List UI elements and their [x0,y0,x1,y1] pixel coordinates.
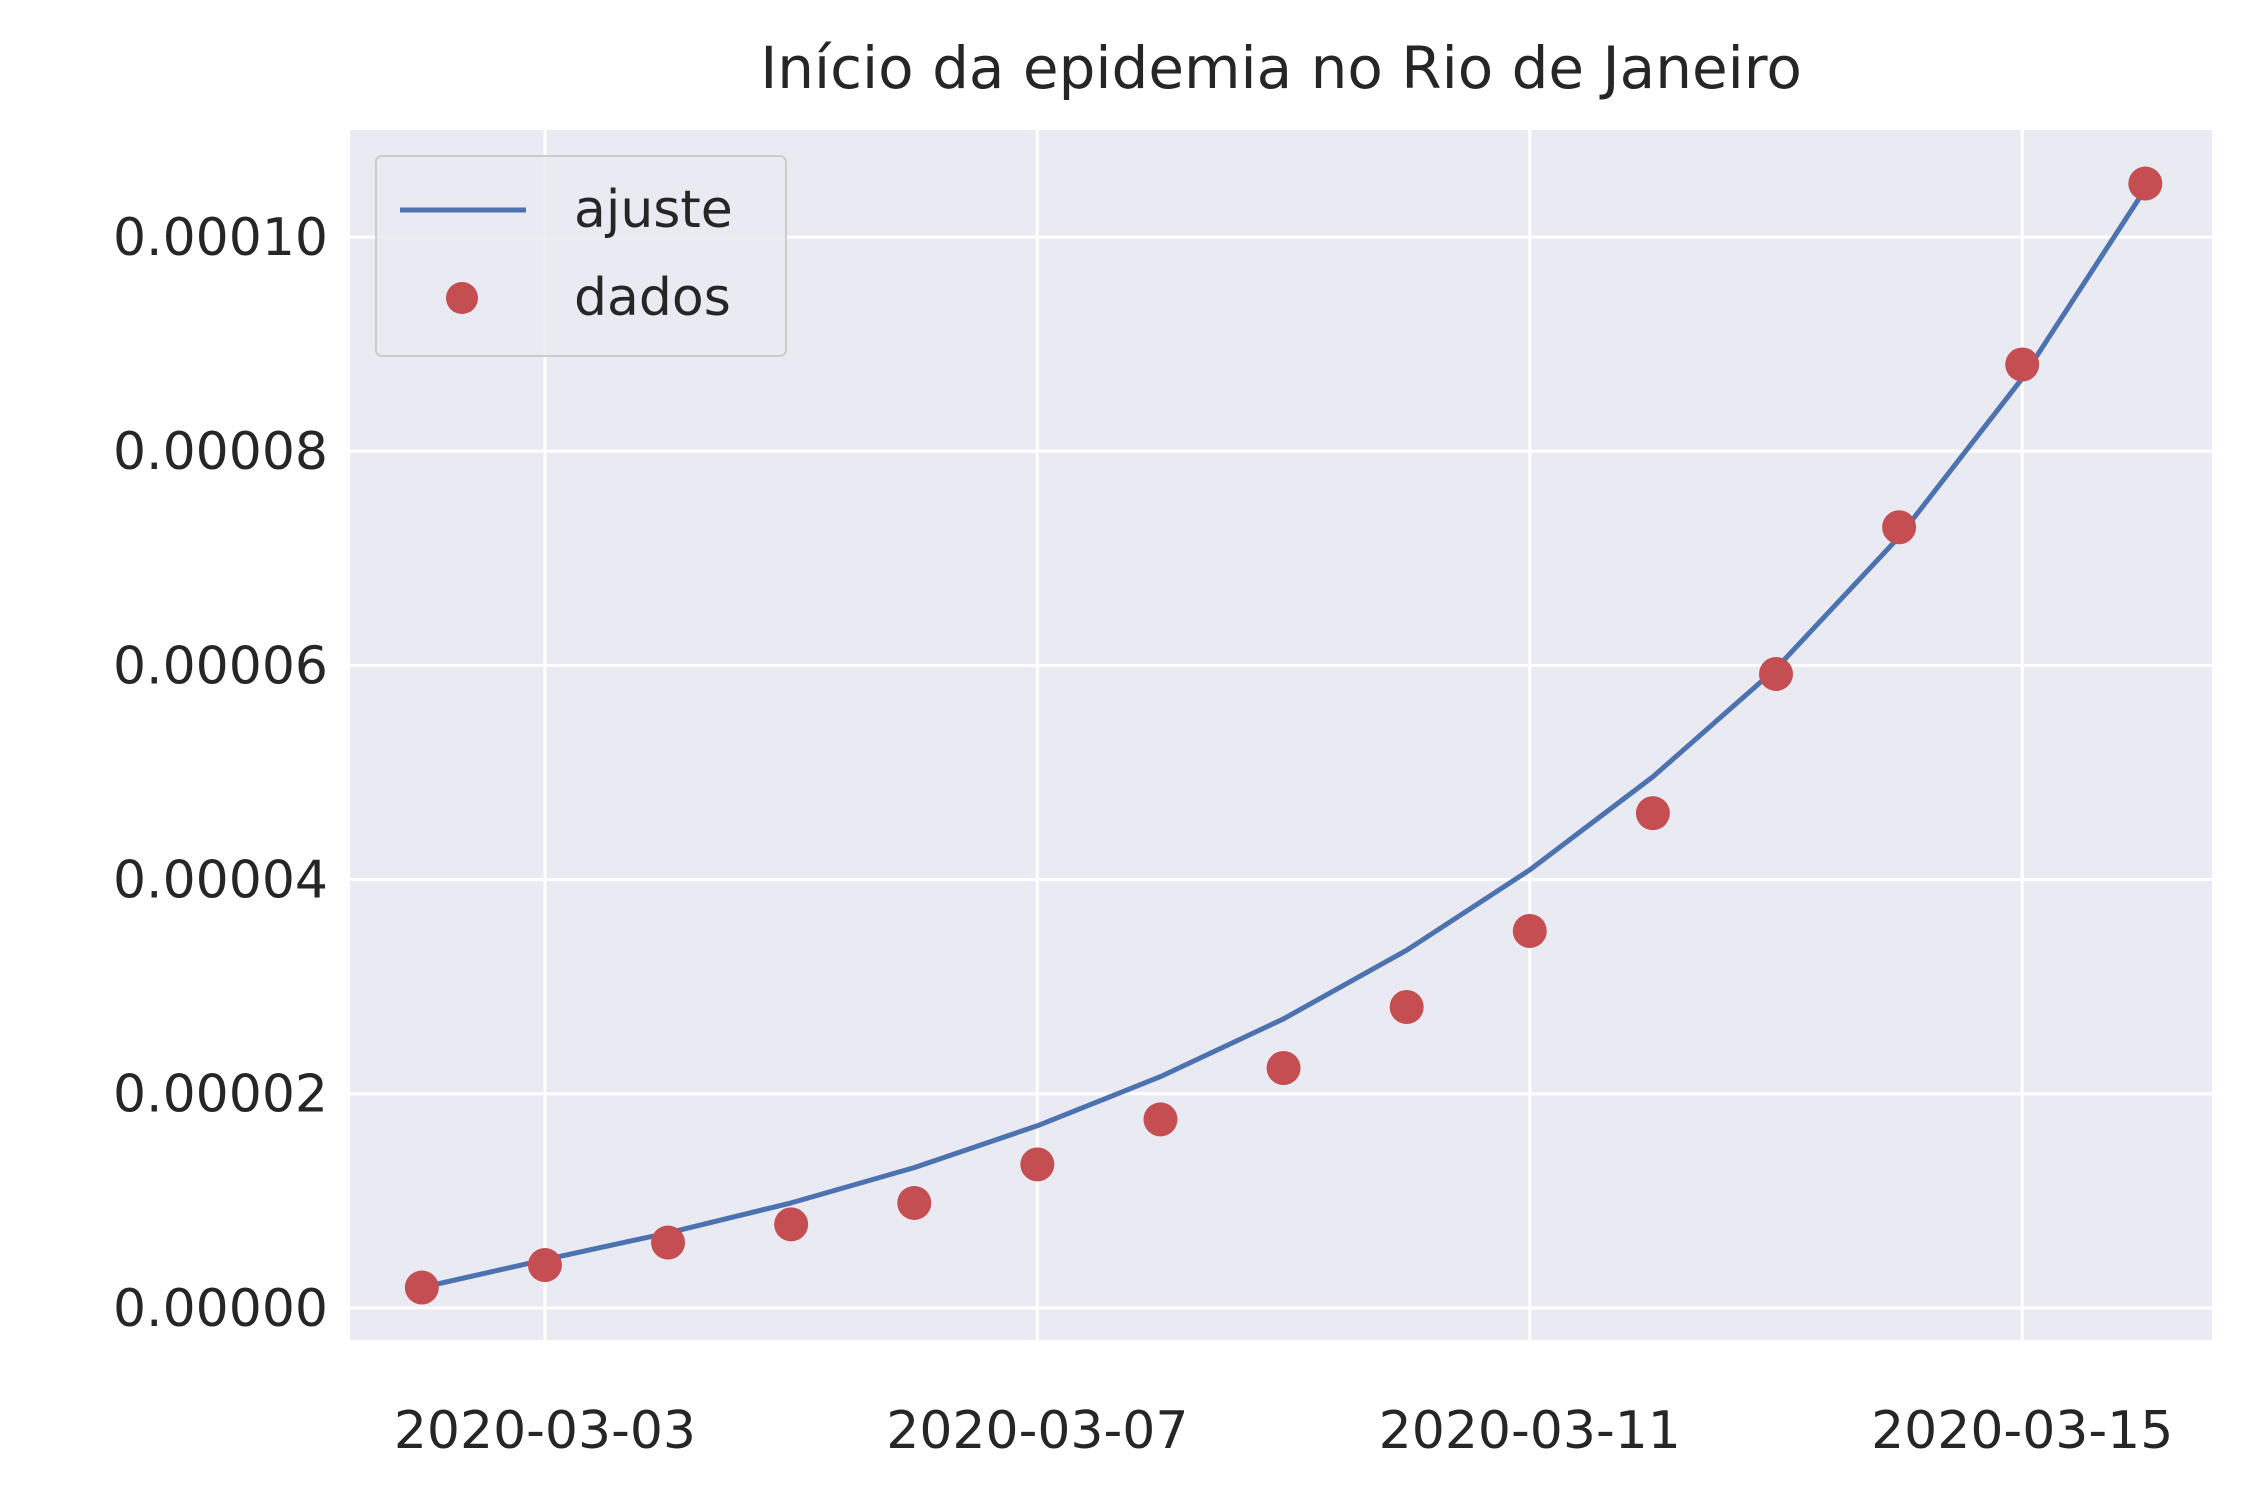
data-point [774,1207,809,1242]
y-tick-label: 0.00004 [113,851,328,911]
legend-dados-label: dados [574,268,731,328]
data-point [651,1225,686,1260]
y-tick-label: 0.00006 [113,636,328,696]
data-point [1635,796,1670,831]
legend-dados-swatch [446,282,478,314]
data-point [2128,166,2163,201]
data-point [1143,1102,1178,1137]
fit-series [419,186,2148,1290]
data-point [1389,989,1424,1024]
data-point [404,1270,439,1305]
data-point [1882,510,1917,545]
y-tick-label: 0.00008 [113,422,328,482]
y-tick-label: 0.00010 [113,208,328,268]
data-point [1266,1051,1301,1086]
x-axis-ticks: 2020-03-03 2020-03-07 2020-03-11 2020-03-15 [394,1401,2173,1461]
y-tick-label: 0.00002 [113,1065,328,1125]
data-point [1512,913,1547,948]
y-tick-label: 0.00000 [113,1279,328,1339]
x-tick-label: 2020-03-15 [1871,1401,2173,1461]
data-point [1758,656,1793,691]
legend-ajuste-label: ajuste [574,180,733,240]
data-point [527,1248,562,1283]
fit-line [419,186,2148,1290]
legend-box [375,155,787,357]
legend: ajuste dados [375,155,787,357]
data-series [404,166,2163,1305]
x-tick-label: 2020-03-07 [886,1401,1188,1461]
data-point [2005,347,2040,382]
x-tick-label: 2020-03-03 [394,1401,696,1461]
data-point [897,1185,932,1220]
data-point [1020,1147,1055,1182]
chart-title: Início da epidemia no Rio de Janeiro [760,34,1802,102]
x-tick-label: 2020-03-11 [1379,1401,1681,1461]
y-axis-ticks: 0.00000 0.00002 0.00004 0.00006 0.00008 0.000… [113,208,328,1339]
